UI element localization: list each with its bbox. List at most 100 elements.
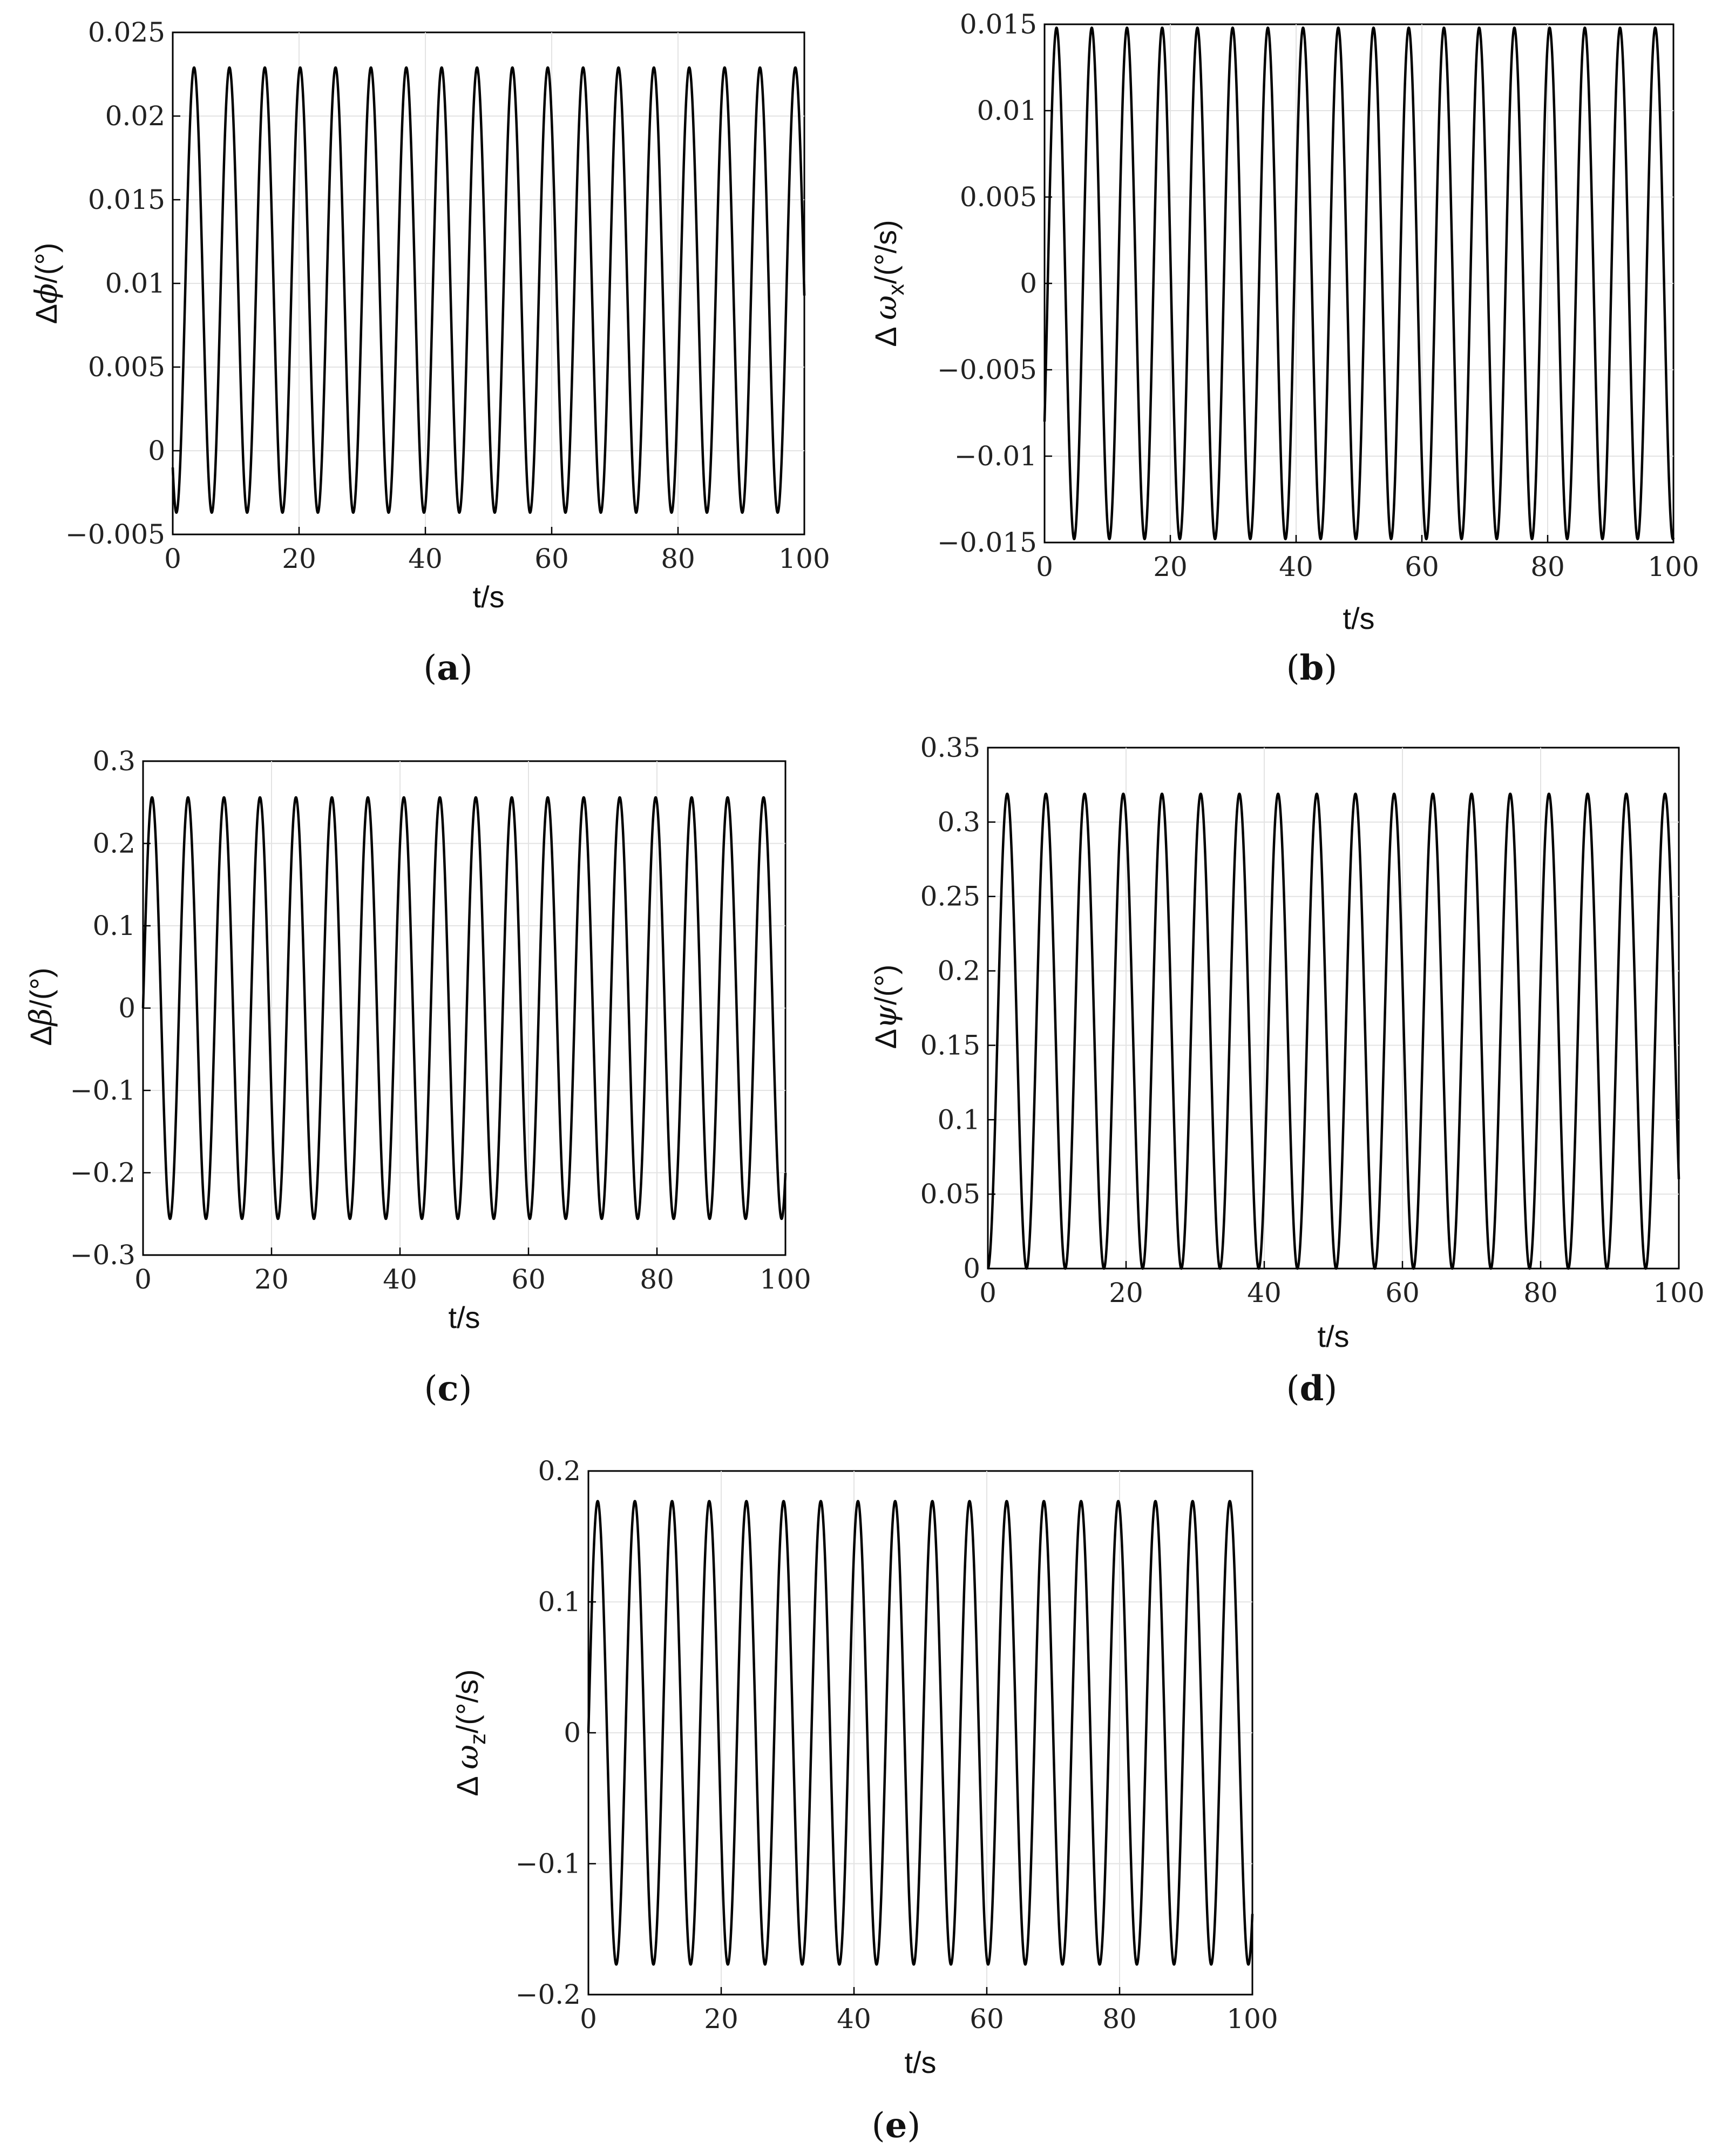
series-line: [141, 796, 787, 1221]
y-tick-label: −0.015: [937, 527, 1037, 558]
yticks-d: 0 0.05 0.1 0.15 0.2 0.25 0.3 0.35: [920, 732, 995, 1284]
ylabel-c-prefix: Δ: [24, 1026, 58, 1046]
x-tick-label: 0: [134, 1264, 152, 1295]
y-tick-label: 0.015: [88, 184, 165, 215]
plot-area-c: 0 20 40 60 80 100 −0.3 −0.2 −0.1 0 0.1 0.2 0.3: [70, 745, 811, 1295]
grid-b: [1045, 24, 1673, 543]
series-line: [987, 792, 1680, 1270]
y-tick-label: 0.15: [920, 1029, 980, 1061]
x-tick-label: 20: [704, 2003, 738, 2035]
xticks-a: 0 20 40 60 80 100: [164, 527, 830, 574]
x-tick-label: 20: [1109, 1277, 1143, 1308]
ylabel-e-unit: /(°/s): [450, 1669, 484, 1733]
ylabel-b: Δ ωx/(°/s): [869, 220, 909, 347]
x-tick-label: 80: [1530, 551, 1565, 582]
y-tick-label: 0: [118, 993, 135, 1024]
xlabel-c: t/s: [448, 1300, 480, 1334]
x-tick-label: 0: [580, 2003, 597, 2035]
chart-d: 0 20 40 60 80 100 00.050.10.150.20.250.30.35 …: [869, 732, 1705, 1353]
ylabel-c: Δβ/(°): [24, 967, 59, 1046]
y-tick-label: 0.015: [960, 9, 1037, 40]
x-tick-label: 0: [1036, 551, 1053, 582]
series-line: [587, 1500, 1254, 1966]
y-tick-label: 0.2: [92, 828, 135, 859]
chart-c: 0 20 40 60 80 100 −0.3−0.2−0.100.10.20.3 t/s …: [24, 745, 811, 1334]
x-tick-label: 80: [1102, 2003, 1137, 2035]
plot-area-d: 0 20 40 60 80 100 0 0.05 0.1 0.15 0.2 0.25 0.3 0.35: [920, 732, 1705, 1308]
y-tick-label: −0.1: [70, 1075, 135, 1106]
panel-c: 0 20 40 60 80 100 −0.3 −0.2 −0.1 0 0.1 0.2 0.3 t/s …: [0, 729, 858, 1355]
y-tick-label: 0.2: [538, 1455, 581, 1487]
xlabel-a: t/s: [472, 580, 504, 614]
x-tick-label: 20: [1153, 551, 1188, 582]
y-tick-label: −0.3: [70, 1239, 135, 1271]
series-e: [587, 1500, 1254, 1966]
grid-e: [588, 1471, 1252, 1995]
x-tick-label: 0: [164, 543, 181, 574]
panel-e: 0 20 40 60 80 100 −0.2 −0.1 0 0.1 0.2 t/s Δ ωz/(°…: [429, 1447, 1287, 2094]
ylabel-b-symbol: ω: [869, 295, 904, 320]
ylabel-b-prefix: Δ: [869, 320, 903, 347]
x-tick-label: 100: [778, 543, 830, 574]
y-tick-label: −0.2: [516, 1979, 581, 2010]
xticks-e: 0 20 40 60 80 100: [580, 1987, 1278, 2035]
x-tick-label: 40: [383, 1264, 417, 1295]
caption-c: (c): [424, 1368, 472, 1409]
caption-d: (d): [1286, 1368, 1338, 1409]
y-tick-label: 0: [963, 1253, 980, 1284]
yticks-a: −0.005 0 0.005 0.01 0.015 0.02 0.025: [65, 17, 180, 550]
y-tick-label: 0.005: [960, 181, 1037, 213]
ylabel-b-unit: /(°/s): [869, 220, 903, 284]
ylabel-a: Δϕ/(°): [29, 243, 64, 324]
series-d: [987, 792, 1680, 1270]
y-tick-label: 0.3: [92, 745, 135, 777]
x-tick-label: 100: [760, 1264, 811, 1295]
y-tick-label: −0.005: [937, 354, 1037, 385]
ylabel-d-prefix: Δ: [869, 1029, 903, 1049]
plot-area-b: 0 20 40 60 80 100 −0.015 −0.01 −0.005 0 0.005 0.01…: [937, 9, 1699, 582]
ylabel-a-symbol: ϕ: [29, 283, 64, 304]
x-tick-label: 60: [1385, 1277, 1420, 1308]
panel-b: 0 20 40 60 80 100 −0.015 −0.01 −0.005 0 0.005 0.01…: [858, 0, 1715, 637]
y-tick-label: −0.01: [954, 440, 1037, 472]
xticks-d: 0 20 40 60 80 100: [979, 1261, 1705, 1308]
y-tick-label: −0.2: [70, 1157, 135, 1189]
y-tick-label: 0.3: [937, 806, 980, 838]
x-tick-label: 100: [1653, 1277, 1704, 1308]
x-tick-label: 80: [640, 1264, 674, 1295]
xticks-c: 0 20 40 60 80 100: [134, 1248, 811, 1295]
panel-a: 0 20 40 60 80 100 −0.005 0 0.005 0.01 0.015 0.02 0.…: [0, 0, 858, 621]
x-tick-label: 80: [1523, 1277, 1558, 1308]
caption-b: (b): [1286, 648, 1338, 688]
chart-b: 0 20 40 60 80 100 −0.015 −0.01 −0.005 0 0.005 0.01…: [869, 9, 1699, 635]
yticks-e: −0.2 −0.1 0 0.1 0.2: [516, 1455, 596, 2010]
y-tick-label: 0.25: [920, 881, 980, 912]
x-tick-label: 40: [837, 2003, 871, 2035]
y-tick-label: 0: [1020, 268, 1037, 299]
y-tick-label: 0: [148, 435, 165, 466]
x-tick-label: 40: [1247, 1277, 1282, 1308]
plot-frame-d: [987, 747, 1680, 1270]
ylabel-e-subscript: z: [465, 1733, 490, 1745]
y-tick-label: 0.005: [88, 351, 165, 383]
plot-area-e: 0 20 40 60 80 100 −0.2 −0.1 0 0.1 0.2: [516, 1455, 1278, 2035]
x-tick-label: 20: [254, 1264, 289, 1295]
x-tick-label: 80: [661, 543, 695, 574]
ylabel-c-symbol: β: [24, 1008, 59, 1027]
panel-d: 0 20 40 60 80 100 0 0.05 0.1 0.15 0.2 0.25 0.3 0.35 …: [858, 729, 1715, 1371]
ylabel-a-unit: /(°): [29, 243, 63, 283]
x-tick-label: 40: [408, 543, 443, 574]
ylabel-c-unit: /(°): [24, 967, 58, 1008]
x-tick-label: 60: [970, 2003, 1004, 2035]
series-b: [1043, 26, 1675, 540]
y-tick-label: 0.1: [538, 1587, 581, 1618]
caption-e: (e): [871, 2105, 921, 2146]
xlabel-e: t/s: [904, 2045, 936, 2079]
y-tick-label: 0.2: [937, 955, 980, 987]
series-c: [141, 796, 787, 1221]
yticks-c: −0.3 −0.2 −0.1 0 0.1 0.2 0.3: [70, 745, 151, 1271]
y-tick-label: 0.1: [92, 910, 135, 941]
x-tick-label: 100: [1648, 551, 1699, 582]
xlabel-d: t/s: [1317, 1319, 1349, 1353]
x-tick-label: 0: [979, 1277, 997, 1308]
